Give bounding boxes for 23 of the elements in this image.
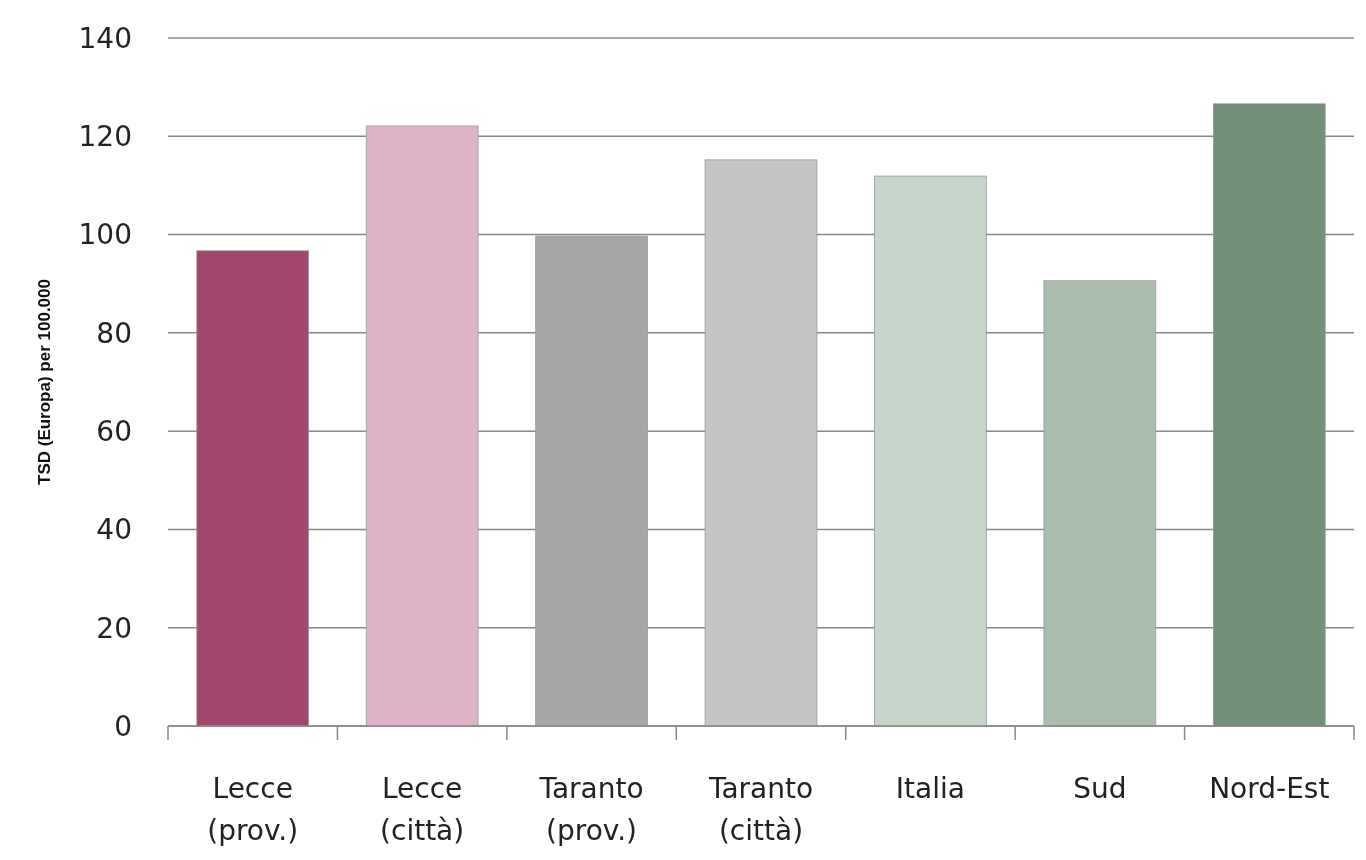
bar: [874, 175, 987, 727]
bar: [196, 250, 310, 727]
y-tick-label: 20: [96, 611, 132, 645]
bar: [365, 125, 479, 727]
x-tick-label: Italia: [895, 772, 965, 805]
x-tick-label: Taranto (prov.): [538, 772, 644, 847]
y-axis-title: TSD (Europa) per 100.000: [35, 279, 54, 485]
x-tick-label: Taranto (città): [707, 772, 814, 847]
x-tick-label: Lecce (prov.): [207, 772, 299, 847]
bar: [1212, 103, 1326, 727]
bar: [1043, 280, 1157, 727]
y-tick-label: 140: [78, 21, 132, 55]
bar: [535, 235, 648, 727]
x-tick-label: Nord-Est: [1209, 772, 1330, 805]
bar: [704, 159, 818, 727]
y-tick-label: 0: [114, 709, 132, 743]
x-tick-label: Lecce (città): [380, 772, 465, 847]
y-tick-label: 40: [96, 513, 132, 547]
y-tick-label: 60: [96, 414, 132, 448]
x-tick-label: Sud: [1073, 772, 1127, 805]
y-tick-label: 80: [96, 316, 132, 350]
y-tick-label: 120: [78, 120, 132, 154]
y-tick-label: 100: [78, 218, 132, 252]
